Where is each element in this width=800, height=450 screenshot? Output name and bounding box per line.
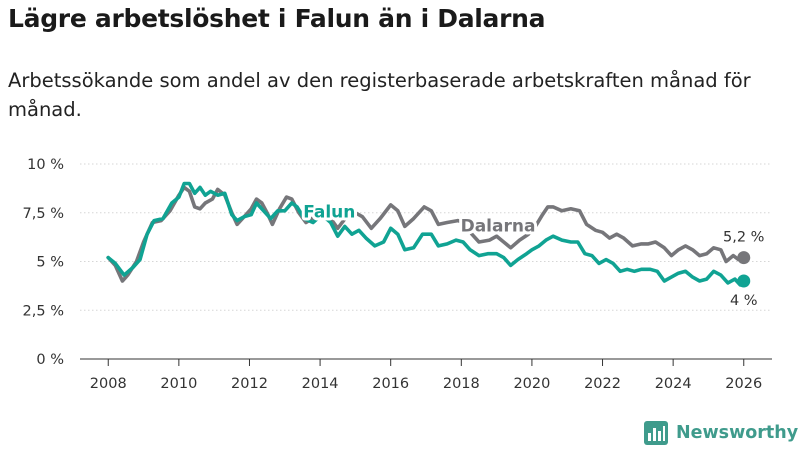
chart-title: Lägre arbetslöshet i Falun än i Dalarna [8, 4, 546, 33]
x-tick-label: 2022 [584, 376, 621, 392]
x-tick-label: 2008 [90, 376, 127, 392]
series-line-falun [106, 181, 746, 287]
y-tick-label: 0 % [36, 352, 64, 368]
y-tick-label: 10 % [27, 157, 64, 173]
end-dot-falun [737, 274, 751, 288]
y-tick-label: 2,5 % [23, 303, 64, 319]
x-tick-label: 2014 [302, 376, 339, 392]
y-tick-label: 5 % [36, 255, 64, 271]
end-dot-dalarna [737, 251, 751, 265]
bar-chart-logo-icon [644, 421, 668, 445]
brand-name: Newsworthy [676, 423, 799, 443]
series-line-dalarna [106, 185, 746, 283]
end-label-falun: 4 % [730, 293, 758, 309]
series-label-dalarna: Dalarna [461, 216, 536, 236]
x-tick-label: 2020 [513, 376, 550, 392]
x-tick-label: 2026 [725, 376, 762, 392]
chart-subtitle: Arbetssökande som andel av den registerb… [8, 69, 751, 121]
brand-logo: Newsworthy [644, 420, 798, 446]
x-tick-label: 2024 [655, 376, 692, 392]
series-label-falun: Falun [303, 203, 355, 223]
x-tick-label: 2010 [160, 376, 197, 392]
x-tick-label: 2012 [231, 376, 268, 392]
end-label-dalarna: 5,2 % [723, 230, 764, 246]
x-tick-label: 2018 [443, 376, 480, 392]
line-chart: 0 % 2,5 % 5 % 7,5 % 10 % 2008 2010 2012 2014 2016… [23, 157, 772, 392]
x-tick-label: 2016 [372, 376, 409, 392]
y-tick-label: 7,5 % [23, 206, 64, 222]
